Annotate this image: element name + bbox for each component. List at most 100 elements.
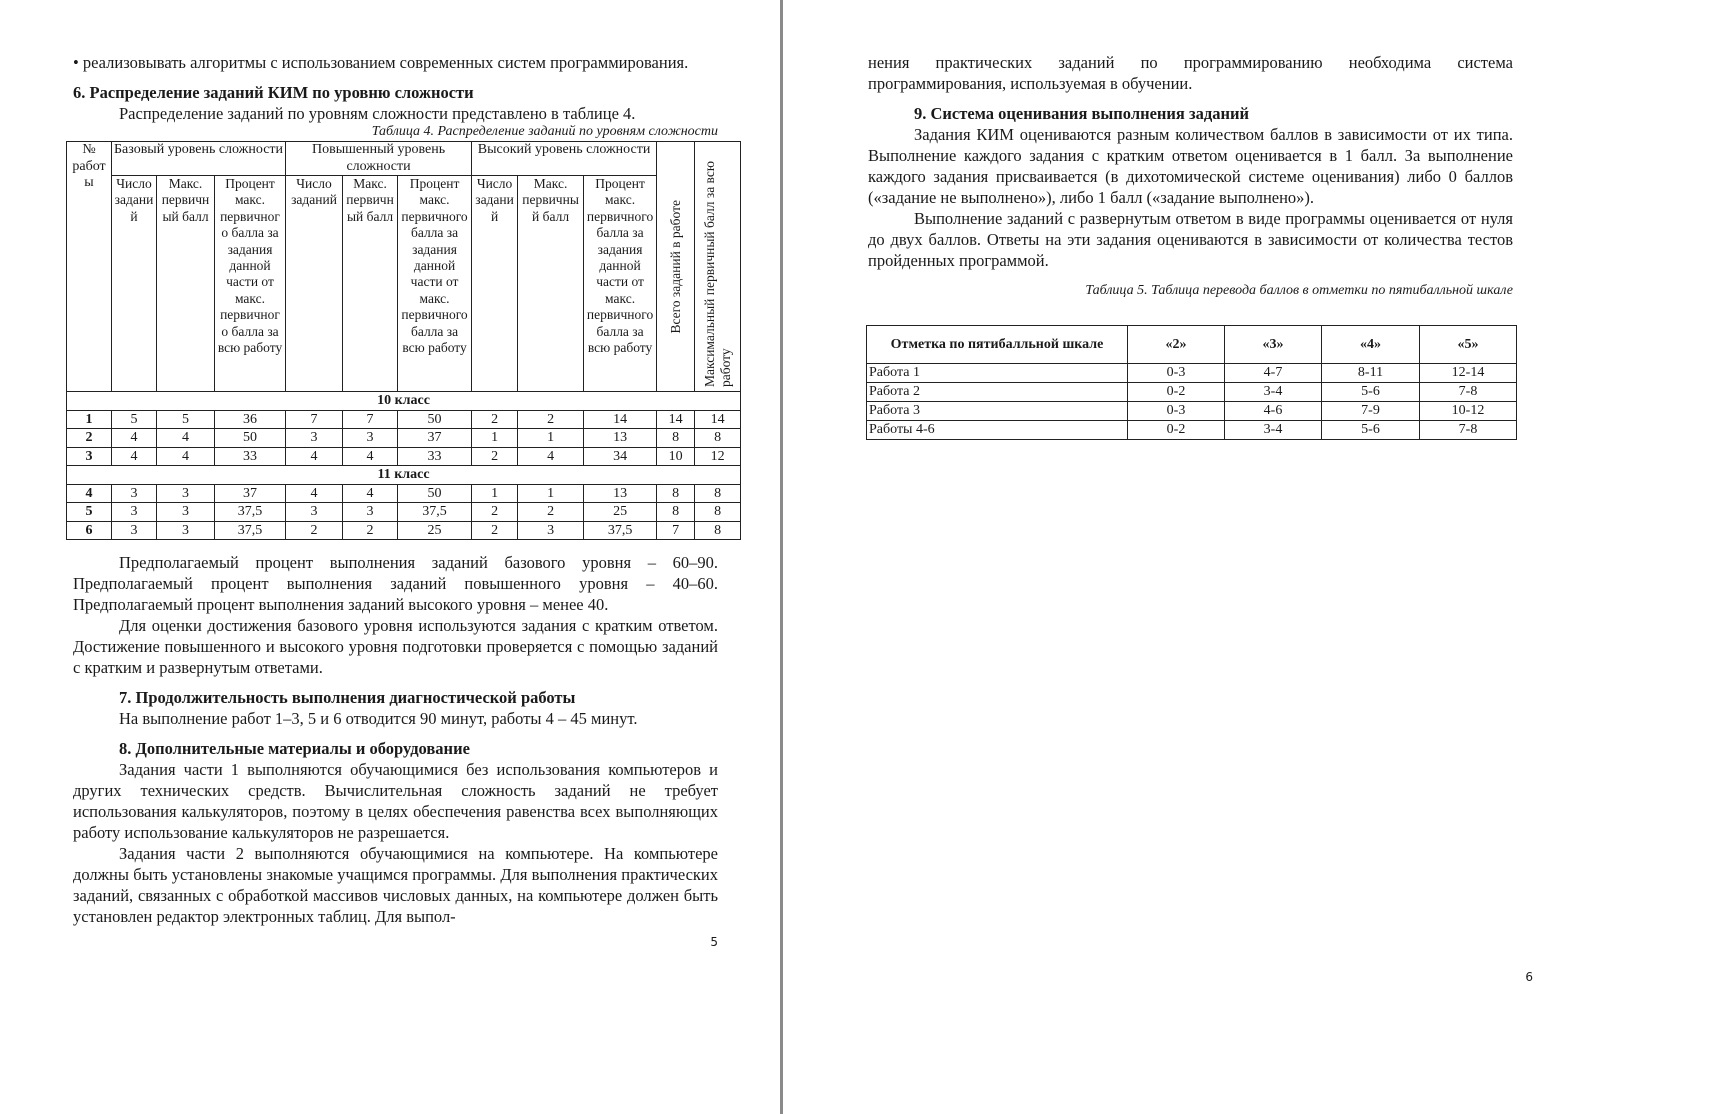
table-cell: 8	[656, 428, 696, 448]
table-cell: 4	[111, 446, 157, 466]
bullet-item: • реализовывать алгоритмы с использовани…	[73, 53, 689, 72]
table-5: Отметка по пятибалльной шкале «2» «3» «4» «5…	[866, 325, 1517, 440]
table-cell: 5-6	[1321, 382, 1420, 402]
col-total-label: Всего заданий в работе	[667, 199, 683, 334]
table-cell: 14	[656, 409, 696, 429]
class-section-row: 11 класс	[65, 465, 742, 485]
subcolumn-header: Число заданий	[111, 175, 157, 392]
column-header: «4»	[1321, 325, 1420, 364]
table-row: 1 5 5 36 7 7 50 2 2 14 14 14	[66, 409, 742, 429]
table-cell: 5	[111, 409, 157, 429]
table-cell: 4	[517, 446, 585, 466]
table-cell: 37	[397, 428, 473, 448]
table-row: Работа 2 0-2 3-4 5-6 7-8	[866, 382, 1517, 402]
table-cell: 7-8	[1419, 420, 1517, 440]
table-cell: 4	[285, 446, 344, 466]
table-cell: 50	[213, 428, 287, 448]
table-cell: 3	[111, 483, 157, 503]
group-basic-header: Базовый уровень сложности	[110, 141, 287, 176]
table-row: Работа 1 0-3 4-7 8-11 12-14	[866, 363, 1517, 383]
table-cell: 0-3	[1127, 363, 1225, 383]
table-row: 4 3 3 37 4 4 50 1 1 13 8 8	[66, 483, 742, 503]
table-cell: 8	[694, 428, 742, 448]
paragraph: Задания части 1 выполняются обучающимися…	[73, 760, 718, 842]
table-cell: 5	[156, 409, 215, 429]
table-cell: 0-2	[1127, 420, 1225, 440]
table-cell: 3	[517, 520, 585, 540]
col-total-header: Всего заданий в работе	[656, 141, 696, 392]
table-cell: 37,5	[213, 502, 287, 522]
class-section-label: 11 класс	[65, 465, 742, 485]
page-number: 5	[710, 935, 718, 949]
table-cell: 3	[111, 520, 157, 540]
table-cell: 2	[471, 446, 519, 466]
section-8-heading: 8. Дополнительные материалы и оборудован…	[119, 739, 470, 758]
table-cell: 3	[66, 446, 112, 466]
subcolumn-header: Процент макс. первичного балла за задани…	[213, 175, 287, 392]
table-cell: 50	[397, 483, 473, 503]
table-cell: 33	[213, 446, 287, 466]
table-cell: 1	[471, 428, 519, 448]
group-high-header: Высокий уровень сложности	[471, 141, 658, 176]
table-cell: 10-12	[1419, 401, 1517, 421]
table-row: Работа 3 0-3 4-6 7-9 10-12	[866, 401, 1517, 421]
table-cell: 12	[694, 446, 742, 466]
paragraph: Выполнение заданий с развернутым ответом…	[868, 209, 1513, 270]
table-cell: 4	[156, 428, 215, 448]
table-cell: 1	[471, 483, 519, 503]
class-section-row: 10 класс	[65, 391, 742, 411]
table-cell: 36	[213, 409, 287, 429]
table-cell: 3	[156, 502, 215, 522]
table-cell: 0-3	[1127, 401, 1225, 421]
col-number-header: № работы	[66, 141, 112, 392]
table-cell: 37,5	[213, 520, 287, 540]
table-cell: 4	[342, 446, 399, 466]
table-cell: 33	[397, 446, 473, 466]
paragraph: Предполагаемый процент выполнения задани…	[73, 553, 718, 614]
subcolumn-header: Макс. первичный балл	[517, 175, 585, 392]
table-cell: 0-2	[1127, 382, 1225, 402]
table-cell: Работа 2	[866, 382, 1128, 402]
table-cell: 2	[517, 409, 585, 429]
column-header: «3»	[1224, 325, 1322, 364]
table-cell: 8-11	[1321, 363, 1420, 383]
table-cell: 10	[656, 446, 696, 466]
table-cell: 8	[694, 502, 742, 522]
table-cell: 7	[656, 520, 696, 540]
section-6-paragraph: Распределение заданий по уровням сложнос…	[119, 104, 636, 123]
col-max-header: Максимальный первичный балл за всю работ…	[694, 141, 742, 392]
table-cell: 8	[694, 520, 742, 540]
table-cell: 7	[342, 409, 399, 429]
table-5-caption: Таблица 5. Таблица перевода баллов в отм…	[1085, 283, 1513, 298]
section-9-heading: 9. Система оценивания выполнения заданий	[914, 104, 1249, 123]
table-cell: 1	[517, 428, 585, 448]
table-cell: 3	[285, 428, 344, 448]
table-cell: 3-4	[1224, 382, 1322, 402]
table-cell: 7-8	[1419, 382, 1517, 402]
table-cell: 13	[583, 483, 658, 503]
table-cell: 34	[583, 446, 658, 466]
column-header: Отметка по пятибалльной шкале	[866, 325, 1128, 364]
subcolumn-header: Число заданий	[471, 175, 519, 392]
table-row: 6 3 3 37,5 2 2 25 2 3 37,5 7 8	[66, 520, 742, 540]
class-section-label: 10 класс	[65, 391, 742, 411]
table-cell: 5-6	[1321, 420, 1420, 440]
table-row: 3 4 4 33 4 4 33 2 4 34 10 12	[66, 446, 742, 466]
table-cell: 25	[397, 520, 473, 540]
table-cell: Работа 1	[866, 363, 1128, 383]
table-cell: 3	[156, 483, 215, 503]
table-cell: 3-4	[1224, 420, 1322, 440]
table-cell: 1	[66, 409, 112, 429]
table-cell: 4	[285, 483, 344, 503]
table-cell: 2	[285, 520, 344, 540]
subcolumn-header: Макс. первичный балл	[156, 175, 215, 392]
subcolumn-header: Процент макс. первичного балла за задани…	[397, 175, 473, 392]
table-cell: 4	[66, 483, 112, 503]
section-7-paragraph: На выполнение работ 1–3, 5 и 6 отводится…	[119, 709, 638, 728]
subcolumn-header: Число заданий	[285, 175, 344, 392]
table-cell: 37,5	[583, 520, 658, 540]
subcolumn-header: Процент макс. первичного балла за задани…	[583, 175, 658, 392]
table-row: Работы 4-6 0-2 3-4 5-6 7-8	[866, 420, 1517, 440]
table-cell: 13	[583, 428, 658, 448]
section-7-heading: 7. Продолжительность выполнения диагност…	[119, 688, 576, 707]
